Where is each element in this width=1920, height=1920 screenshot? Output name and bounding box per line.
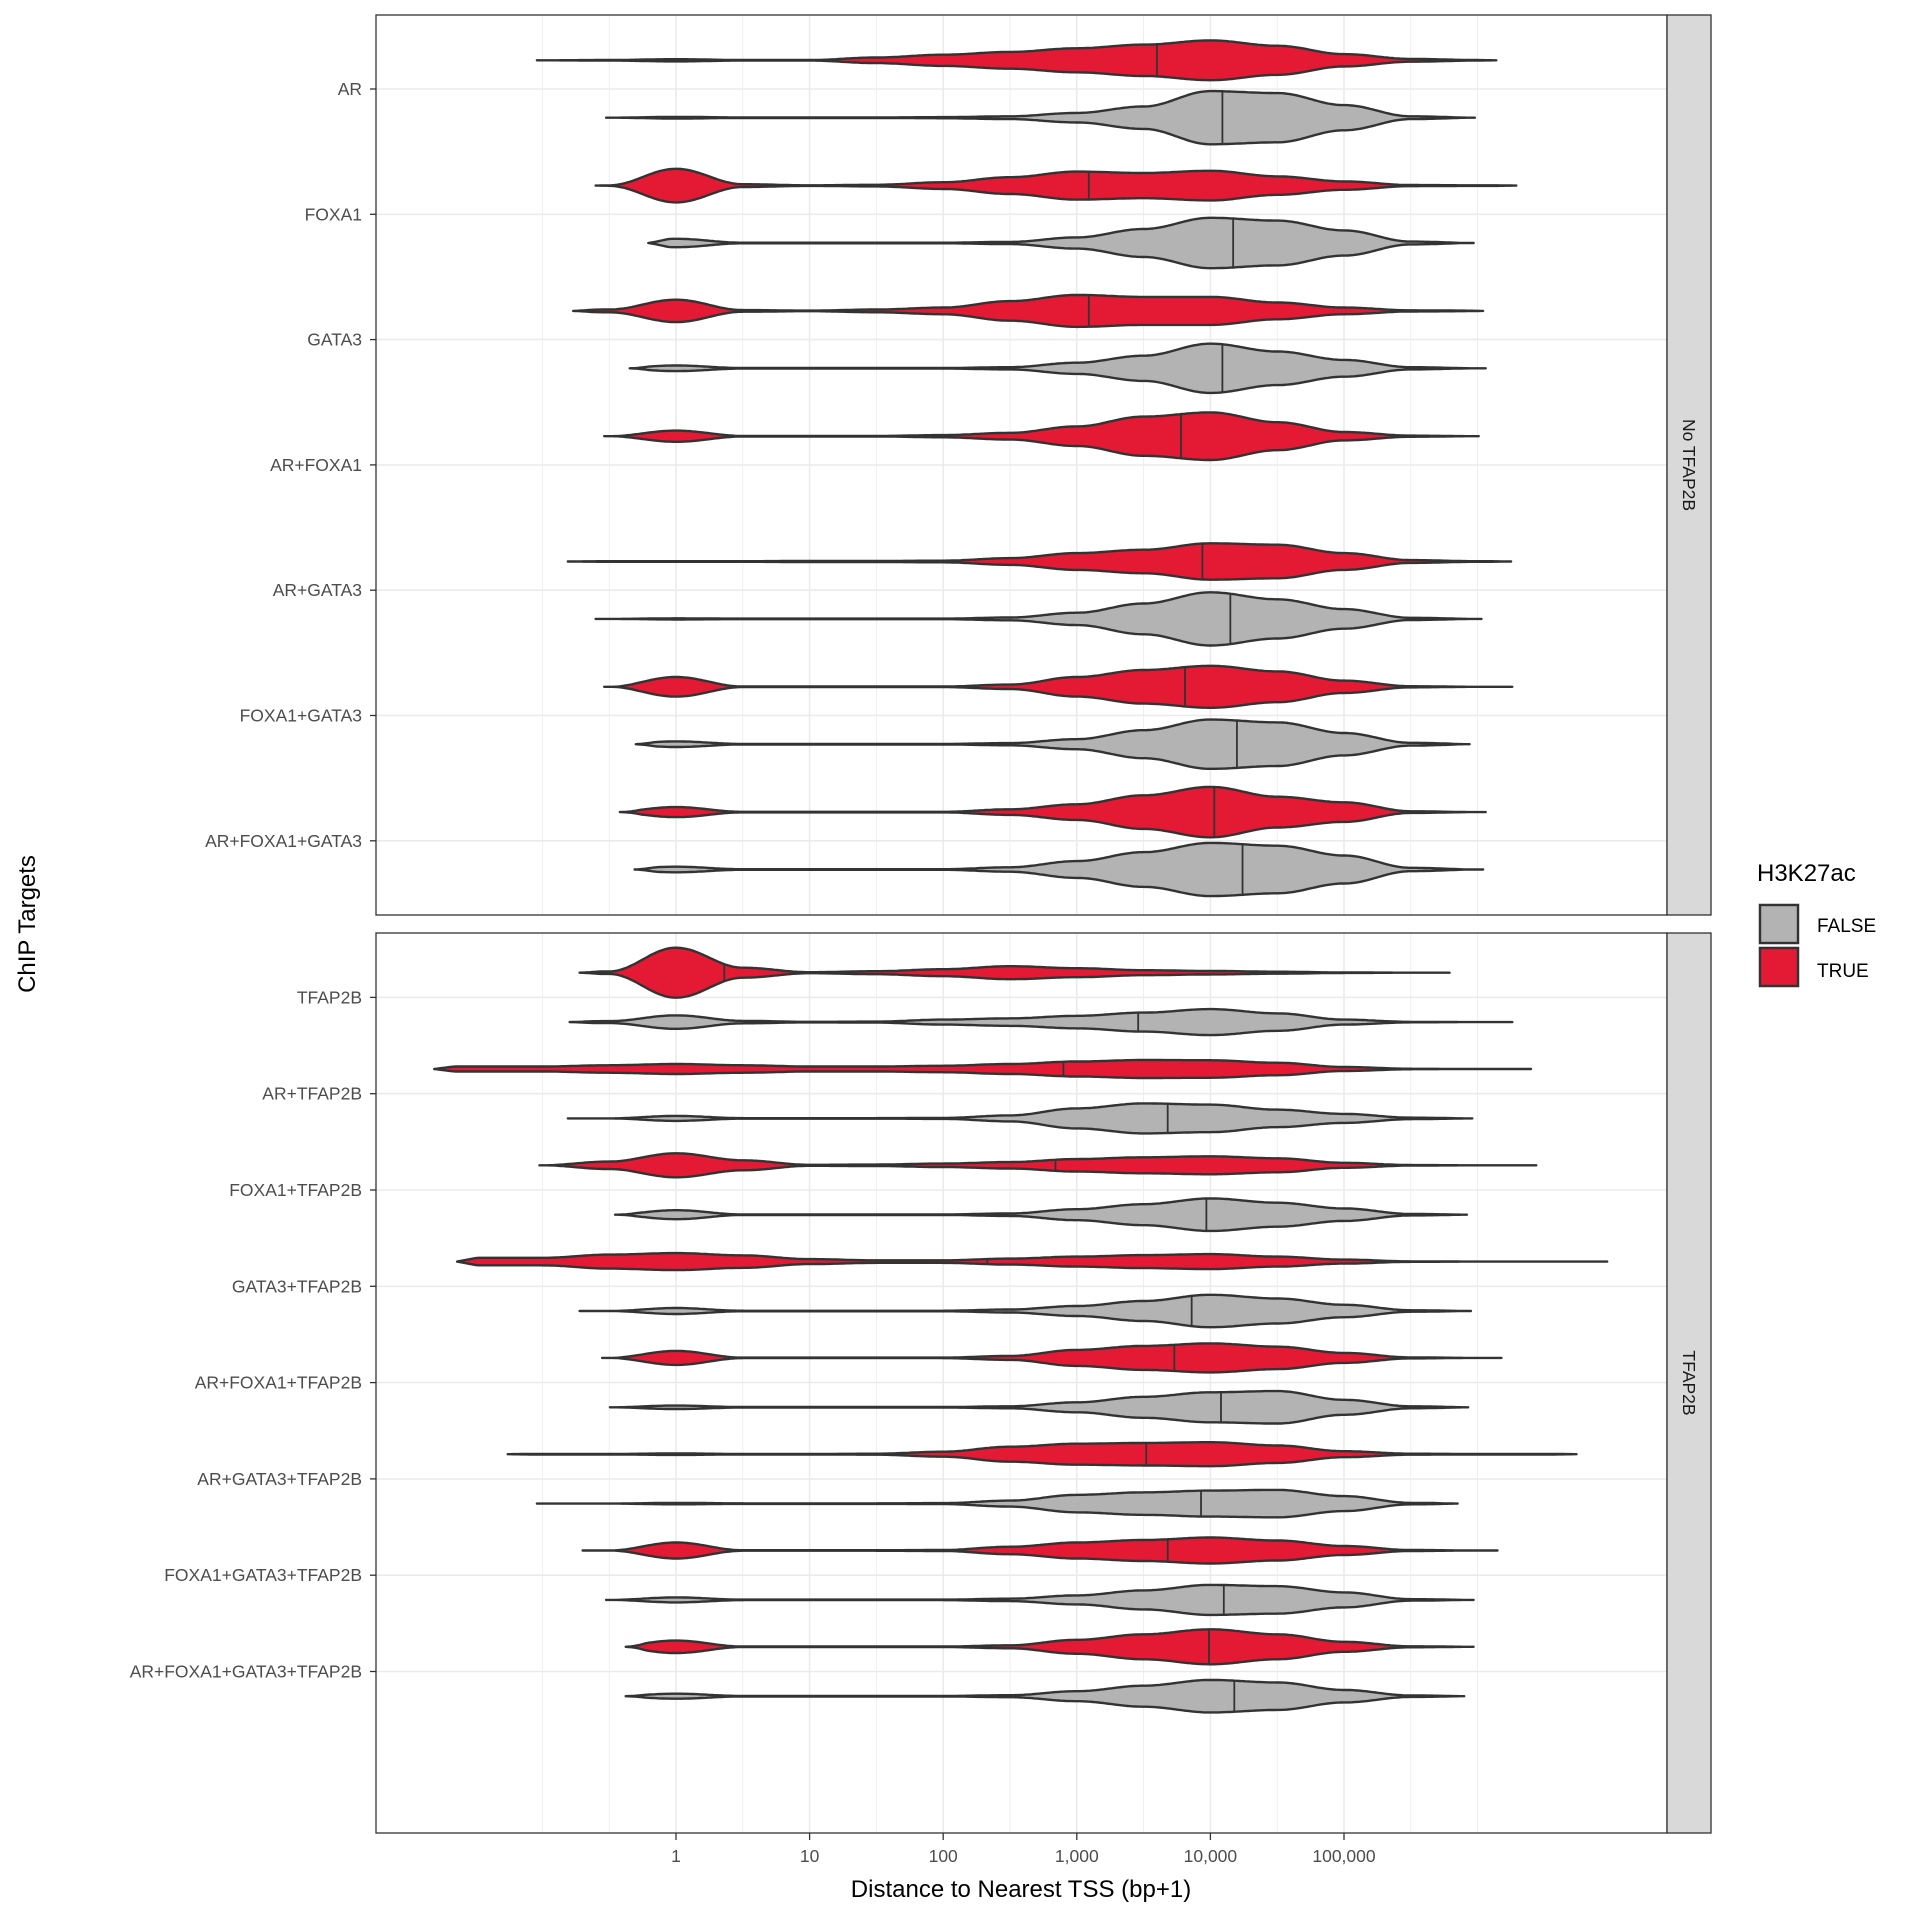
x-tick-label: 100: [929, 1846, 958, 1866]
violin-true: [535, 39, 1498, 82]
x-tick-label: 10,000: [1184, 1846, 1238, 1866]
x-tick-label: 100,000: [1312, 1846, 1376, 1866]
y-tick-label: TFAP2B: [297, 987, 362, 1007]
x-tick-label: 1: [671, 1846, 681, 1866]
legend-item-true: TRUE: [1758, 946, 1869, 988]
violin-false: [578, 1293, 1473, 1329]
y-tick-label: AR+FOXA1+TFAP2B: [195, 1373, 362, 1393]
violin-false: [535, 1488, 1459, 1519]
facet-panel: TFAP2B AR+TFAP2B FOXA1+TFAP2B GATA3+TFAP2B A…: [130, 932, 1712, 1834]
y-tick-label: AR+GATA3: [273, 580, 362, 600]
violin-false: [628, 342, 1487, 395]
violin-false: [608, 1389, 1470, 1425]
violin-true: [603, 664, 1514, 709]
y-tick-label: AR: [338, 79, 362, 99]
facet-strip-label: TFAP2B: [1679, 1350, 1699, 1415]
violin-true: [455, 1251, 1609, 1272]
facet-strip: [1666, 14, 1712, 916]
y-tick-label: AR+FOXA1+GATA3+TFAP2B: [130, 1662, 362, 1682]
x-axis: 1 10 100 1,000 10,000 100,000: [671, 1833, 1376, 1866]
violin-false: [566, 1102, 1474, 1135]
legend-item-false: FALSE: [1758, 903, 1876, 945]
violin-true: [572, 293, 1485, 329]
x-axis-title: Distance to Nearest TSS (bp+1): [851, 1876, 1191, 1903]
violin-true: [594, 167, 1518, 204]
violin-true: [433, 1058, 1533, 1080]
violin-true: [538, 1152, 1538, 1179]
x-tick-label: 10: [800, 1846, 820, 1866]
violin-false: [568, 1007, 1514, 1037]
violin-true: [506, 1441, 1578, 1468]
legend-title: H3K27ac: [1757, 860, 1856, 887]
y-tick-label: FOXA1: [305, 204, 362, 224]
violin-true: [603, 411, 1480, 462]
legend-label-true: TRUE: [1817, 961, 1869, 982]
violin-true: [618, 785, 1487, 839]
violin-false: [604, 89, 1477, 146]
legend: H3K27ac FALSE TRUE: [1757, 860, 1876, 988]
y-tick-label: AR+FOXA1+GATA3: [205, 831, 362, 851]
y-tick-label: GATA3: [307, 330, 362, 350]
violin-false: [613, 1197, 1469, 1233]
y-axis-title: ChIP Targets: [14, 855, 41, 993]
violin-true: [624, 1628, 1475, 1666]
violin-true: [578, 946, 1451, 999]
violin-false: [624, 1678, 1466, 1714]
violin-false: [647, 216, 1475, 270]
facet-panels: AR FOXA1 GATA3 AR+FOXA1 AR+GATA3 FOXA1+GATA3 A…: [130, 14, 1712, 1834]
facet-strip: [1666, 932, 1712, 1834]
legend-swatch-true: [1758, 946, 1800, 988]
facet-panel: AR FOXA1 GATA3 AR+FOXA1 AR+GATA3 FOXA1+GATA3 A…: [205, 14, 1712, 916]
y-tick-label: AR+TFAP2B: [262, 1084, 362, 1104]
facet-strip-label: No TFAP2B: [1679, 419, 1699, 511]
legend-label-false: FALSE: [1817, 916, 1876, 937]
violin-true: [581, 1536, 1499, 1565]
x-tick-label: 1,000: [1055, 1846, 1099, 1866]
violin-false: [633, 841, 1485, 898]
y-tick-label: AR+GATA3+TFAP2B: [197, 1469, 362, 1489]
violin-false: [594, 591, 1483, 647]
legend-swatch-false: [1758, 903, 1800, 945]
y-tick-label: FOXA1+TFAP2B: [229, 1180, 362, 1200]
violin-true: [566, 542, 1513, 581]
violin-true: [600, 1342, 1503, 1374]
violin-false: [634, 718, 1471, 770]
y-tick-label: FOXA1+GATA3: [240, 706, 362, 726]
y-tick-label: FOXA1+GATA3+TFAP2B: [164, 1565, 362, 1585]
y-tick-label: AR+FOXA1: [270, 455, 362, 475]
violin-false: [604, 1583, 1475, 1617]
y-tick-label: GATA3+TFAP2B: [232, 1276, 362, 1296]
